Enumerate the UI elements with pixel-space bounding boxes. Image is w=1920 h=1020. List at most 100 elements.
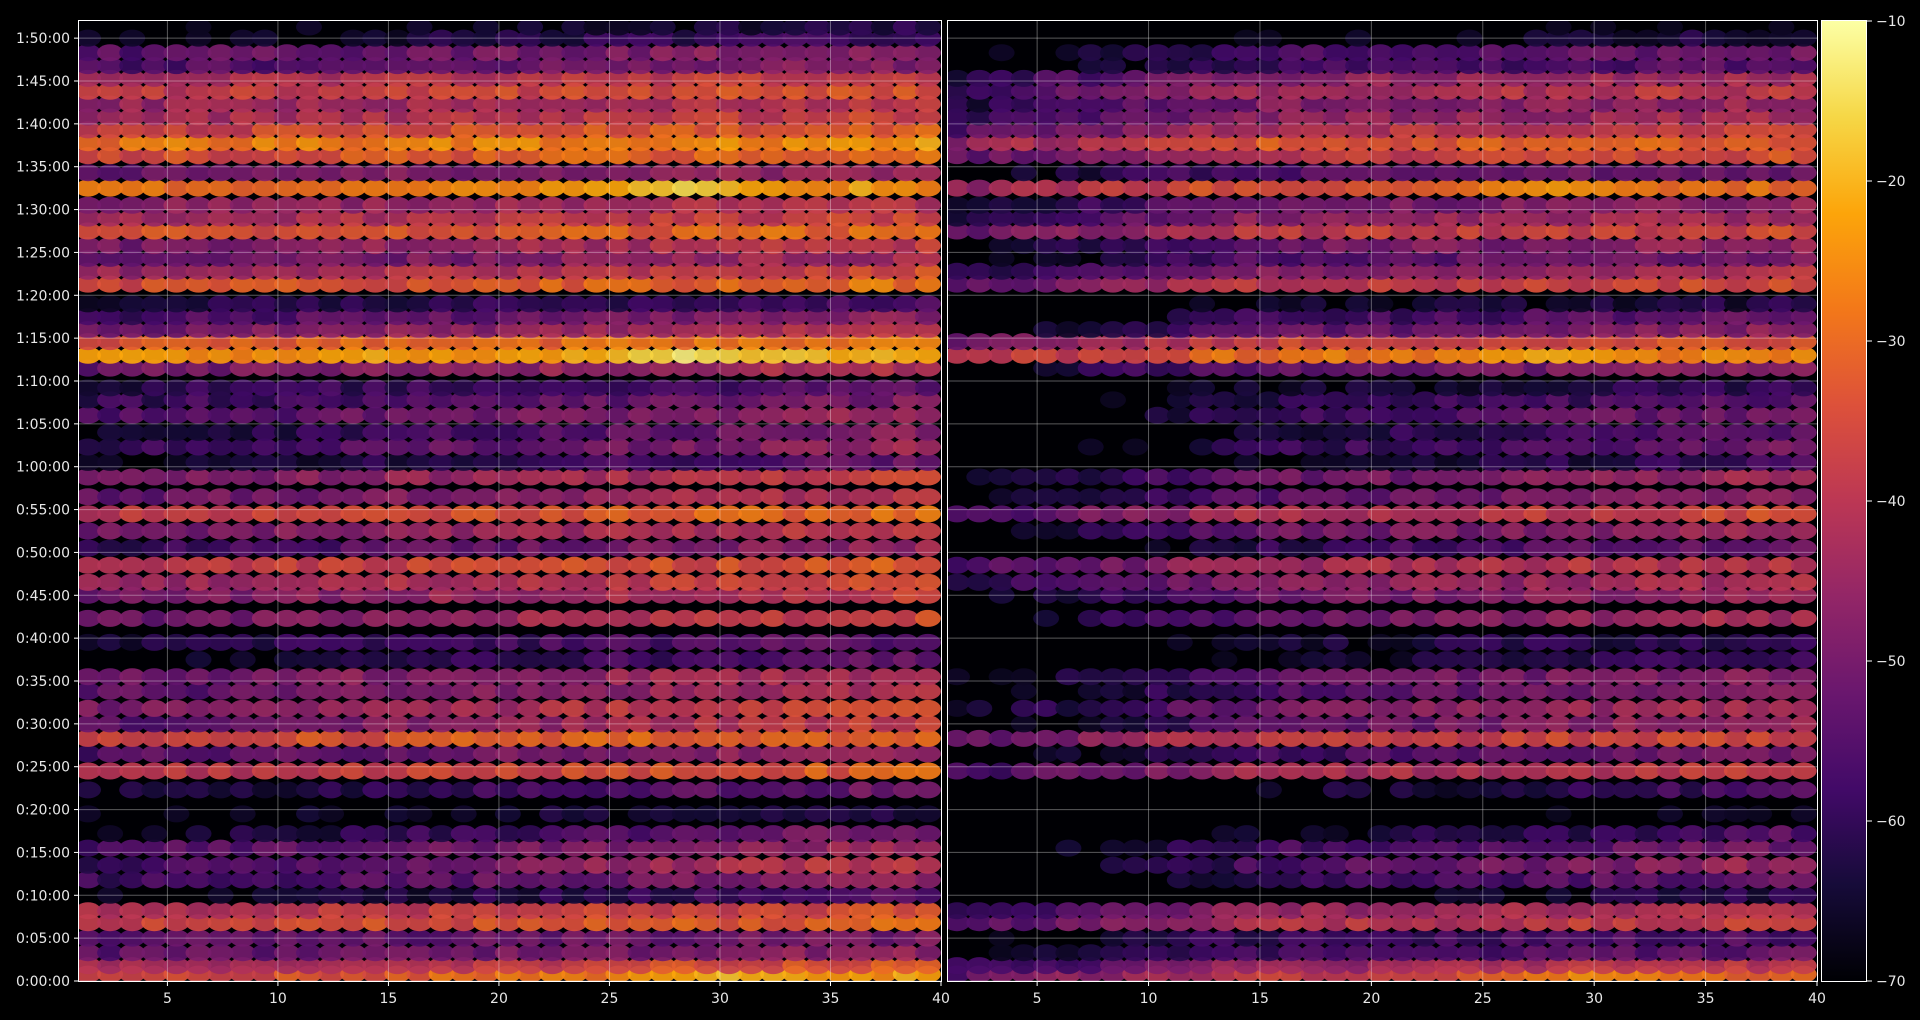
spectrogram-cell (1545, 359, 1572, 377)
spectrogram-cell (605, 44, 632, 62)
spectrogram-cell (1501, 505, 1528, 523)
spectrogram-cell (1278, 682, 1305, 700)
spectrogram-cell (1701, 556, 1728, 574)
spectrogram-cell (1768, 468, 1795, 486)
spectrogram-cell (1144, 262, 1171, 280)
spectrogram-cell (1523, 573, 1550, 591)
spectrogram-cell (988, 209, 1015, 227)
spectrogram-cell (1545, 453, 1572, 471)
spectrogram-cell (1634, 379, 1661, 397)
spectrogram-cell (251, 886, 278, 904)
spectrogram-cell (207, 406, 234, 424)
spectrogram-cell (406, 633, 433, 651)
spectrogram-cell (494, 438, 521, 456)
spectrogram-cell (1523, 762, 1550, 780)
spectrogram-cell (141, 438, 168, 456)
spectrogram-cell (229, 651, 256, 669)
spectrogram-cell (1746, 222, 1773, 240)
spectrogram-cell (1657, 573, 1683, 591)
spectrogram-cell (450, 609, 477, 627)
spectrogram-cell (119, 406, 146, 424)
spectrogram-cell (848, 69, 875, 87)
spectrogram-cell (1478, 781, 1505, 799)
spectrogram-cell (1389, 668, 1416, 686)
spectrogram-cell (1100, 164, 1126, 182)
spectrogram-cell (649, 573, 676, 591)
spectrogram-cell (1567, 745, 1594, 763)
spectrogram-cell (870, 237, 897, 255)
spectrogram-cell (539, 805, 566, 823)
spectrogram-cell (1746, 379, 1773, 397)
spectrogram-cell (1166, 262, 1193, 280)
spectrogram-cell (914, 929, 941, 947)
spectrogram-cell (318, 488, 345, 506)
spectrogram-cell (517, 423, 544, 441)
spectrogram-cell (97, 745, 124, 763)
spectrogram-cell (1033, 586, 1060, 604)
spectrogram-cell (826, 438, 853, 456)
spectrogram-cell (804, 237, 831, 255)
spectrogram-cell (119, 237, 146, 255)
spectrogram-cell (472, 715, 499, 733)
spectrogram-cell (870, 406, 897, 424)
spectrogram-cell (1255, 164, 1282, 182)
spectrogram-cell (671, 308, 698, 326)
spectrogram-cell (1345, 237, 1372, 255)
spectrogram-cell (1545, 522, 1572, 540)
spectrogram-cell (450, 164, 477, 182)
spectrogram-cell (892, 871, 919, 889)
spectrogram-cell (1478, 209, 1505, 227)
spectrogram-cell (1189, 249, 1216, 267)
spectrogram-cell (892, 82, 919, 100)
spectrogram-cell (914, 44, 941, 62)
spectrogram-cell (207, 95, 234, 113)
spectrogram-cell (1567, 522, 1594, 540)
spectrogram-cell (119, 839, 146, 857)
spectrogram-cell (79, 222, 101, 240)
spectrogram-cell (1634, 886, 1661, 904)
spectrogram-cell (1790, 196, 1817, 214)
spectrogram-cell (1055, 762, 1082, 780)
spectrogram-cell (1345, 275, 1372, 293)
spectrogram-cell (1746, 609, 1773, 627)
spectrogram-cell (782, 359, 809, 377)
spectrogram-cell (1322, 262, 1349, 280)
spectrogram-cell (1300, 651, 1327, 669)
spectrogram-cell (1434, 379, 1461, 397)
spectrogram-cell (428, 164, 455, 182)
spectrogram-cell (1144, 406, 1171, 424)
spectrogram-cell (1679, 406, 1706, 424)
spectrogram-cell (1545, 633, 1572, 651)
spectrogram-cell (1501, 556, 1528, 574)
spectrogram-cell (605, 609, 632, 627)
spectrogram-cell (627, 179, 654, 197)
spectrogram-cell (1144, 346, 1171, 364)
spectrogram-cell (892, 715, 919, 733)
spectrogram-cell (251, 308, 278, 326)
spectrogram-cell (1723, 95, 1750, 113)
spectrogram-cell (1100, 262, 1126, 280)
spectrogram-cell (1501, 57, 1528, 75)
spectrogram-cell (1723, 379, 1750, 397)
spectrogram-cell (362, 275, 389, 293)
spectrogram-cell (539, 406, 566, 424)
spectrogram-cell (1523, 586, 1550, 604)
spectrogram-cell (1790, 539, 1817, 557)
spectrogram-cell (1746, 468, 1773, 486)
spectrogram-cell (1345, 29, 1372, 47)
spectrogram-cell (716, 346, 742, 364)
spectrogram-cell (1612, 121, 1639, 139)
spectrogram-cell (1077, 682, 1104, 700)
spectrogram-cell (362, 237, 389, 255)
spectrogram-cell (1100, 556, 1126, 574)
spectrogram-cell (693, 539, 720, 557)
spectrogram-cell (340, 164, 367, 182)
spectrogram-cell (870, 164, 897, 182)
spectrogram-cell (1055, 468, 1082, 486)
spectrogram-cell (185, 406, 212, 424)
spectrogram-cell (760, 573, 787, 591)
spectrogram-cell (892, 781, 919, 799)
spectrogram-cell (1567, 902, 1594, 920)
spectrogram-cell (1077, 69, 1104, 87)
spectrogram-cell (1478, 438, 1505, 456)
